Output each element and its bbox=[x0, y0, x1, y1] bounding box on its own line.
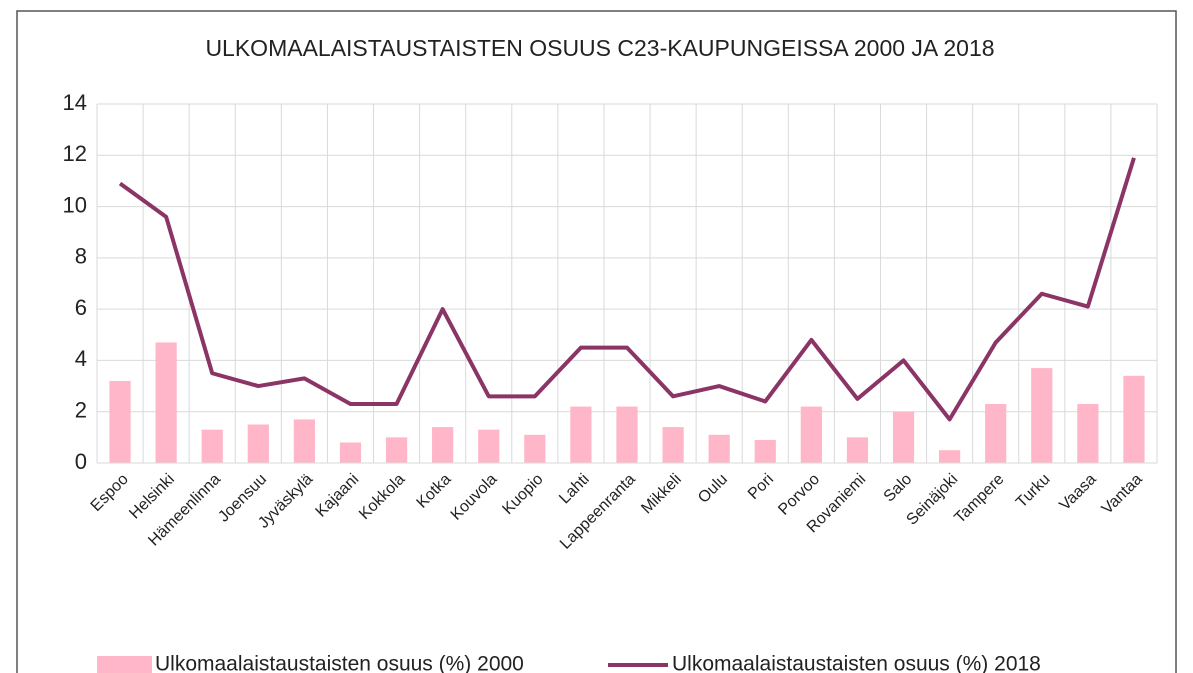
bar bbox=[247, 424, 269, 463]
bar bbox=[708, 434, 730, 463]
chart-title: ULKOMAALAISTAUSTAISTEN OSUUS C23-KAUPUNG… bbox=[205, 35, 994, 61]
bar bbox=[385, 437, 408, 463]
bar bbox=[109, 380, 131, 463]
y-tick-label: 6 bbox=[75, 295, 87, 320]
bar bbox=[478, 429, 500, 463]
bar bbox=[432, 427, 454, 463]
line bbox=[118, 157, 1136, 422]
bar bbox=[939, 450, 961, 463]
legend-label: Ulkomaalaistaustaisten osuus (%) 2000 bbox=[155, 653, 524, 673]
y-tick-label: 2 bbox=[75, 398, 87, 423]
bar bbox=[662, 427, 684, 463]
legend-swatch bbox=[97, 656, 152, 673]
bar bbox=[1123, 375, 1145, 463]
bar bbox=[570, 406, 592, 463]
bar bbox=[293, 419, 315, 463]
y-tick-label: 14 bbox=[63, 90, 87, 115]
y-tick-label: 10 bbox=[63, 192, 87, 217]
bar bbox=[339, 442, 362, 463]
bar bbox=[616, 406, 638, 463]
bar bbox=[985, 404, 1007, 463]
bar bbox=[800, 406, 822, 463]
y-tick-label: 8 bbox=[75, 244, 87, 269]
bar bbox=[155, 342, 177, 463]
bar bbox=[1031, 368, 1053, 463]
y-tick-label: 12 bbox=[63, 141, 87, 166]
bar bbox=[1077, 404, 1099, 463]
bar bbox=[524, 434, 546, 463]
y-tick-label: 4 bbox=[75, 346, 87, 371]
y-tick-label: 0 bbox=[75, 449, 87, 474]
bar bbox=[201, 429, 223, 463]
legend-label: Ulkomaalaistaustaisten osuus (%) 2018 bbox=[672, 653, 1041, 673]
chart-border bbox=[16, 10, 1177, 673]
bar bbox=[892, 411, 915, 463]
bar bbox=[846, 437, 869, 463]
bar bbox=[754, 439, 776, 463]
